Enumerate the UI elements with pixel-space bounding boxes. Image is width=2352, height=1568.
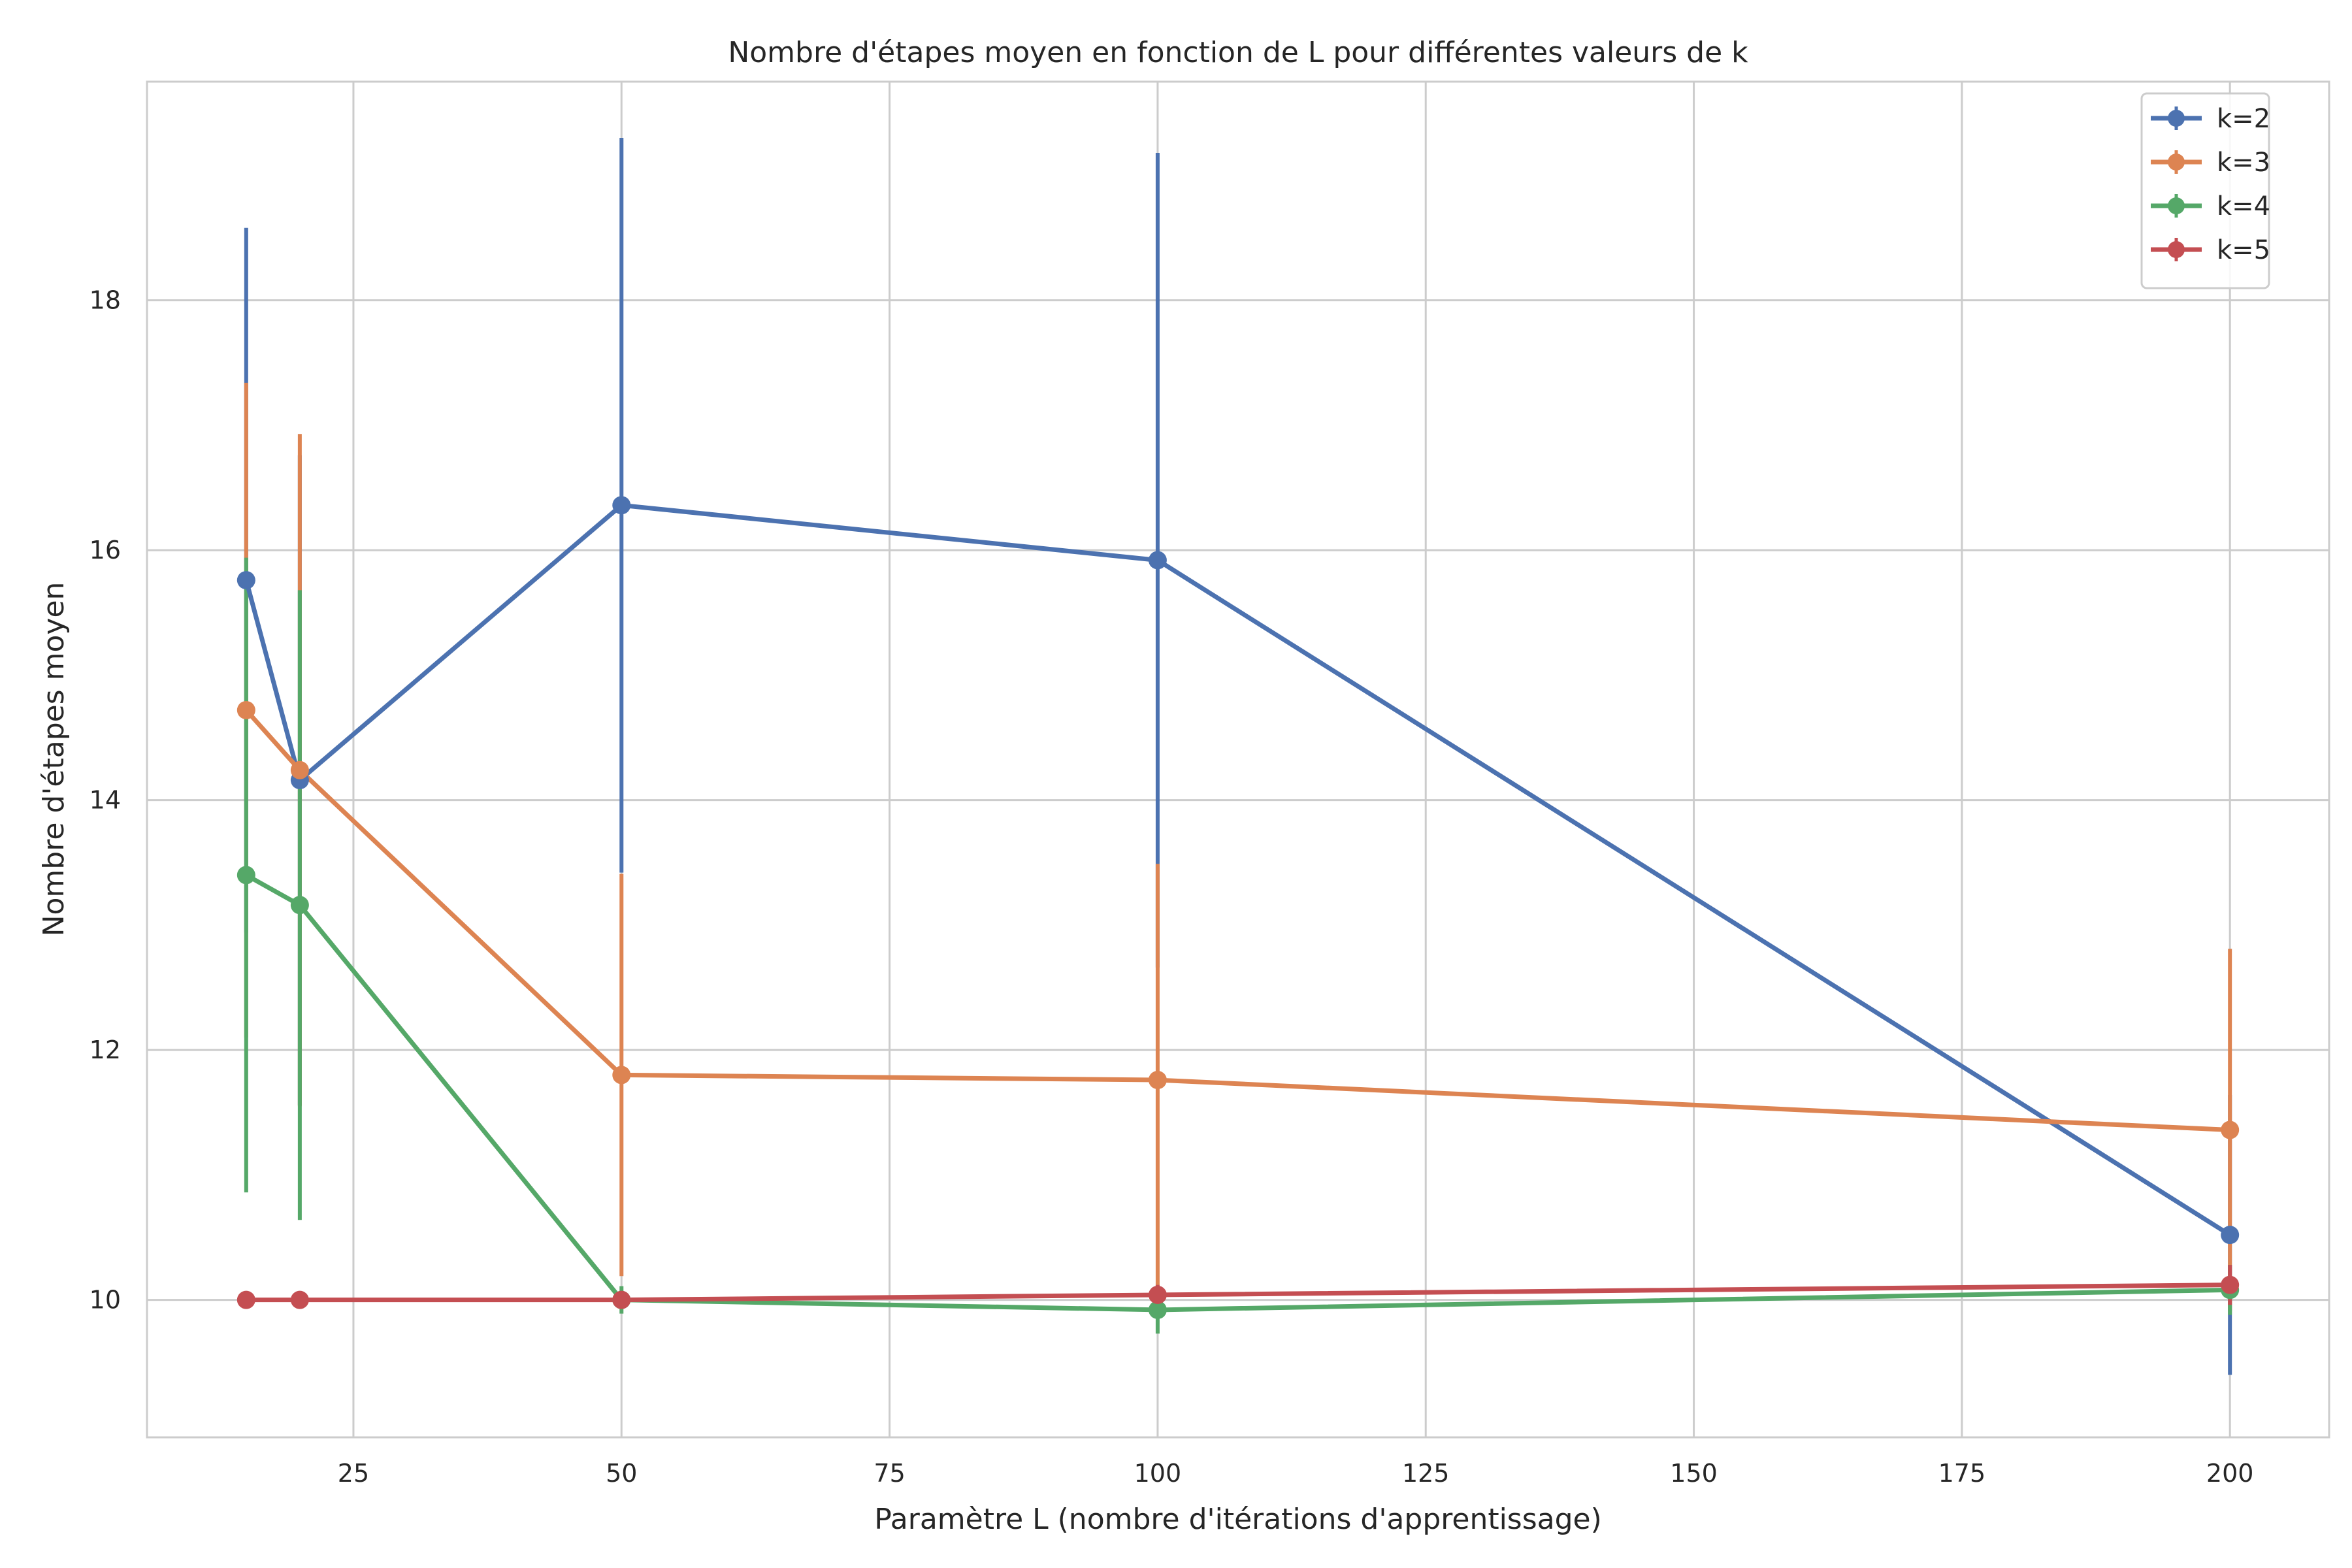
x-tick-label: 25 [338,1459,369,1488]
legend-marker-k=4 [2168,197,2185,214]
data-point-k=2 [2221,1226,2240,1245]
y-axis-label: Nombre d'étapes moyen [37,582,71,937]
data-point-k=3 [237,700,255,719]
x-tick-label: 125 [1402,1459,1450,1488]
data-point-k=5 [1148,1285,1167,1304]
y-tick-label: 12 [90,1036,121,1064]
legend-marker-k=2 [2168,110,2185,127]
legend-label-k=5: k=5 [2217,235,2270,265]
legend-label-k=4: k=4 [2217,191,2270,221]
data-point-k=5 [612,1290,631,1309]
x-tick-label: 100 [1134,1459,1182,1488]
x-tick-label: 150 [1670,1459,1718,1488]
data-point-k=5 [2221,1275,2240,1294]
x-tick-label: 50 [606,1459,637,1488]
x-axis-label: Paramètre L (nombre d'itérations d'appre… [874,1503,1602,1536]
data-point-k=4 [290,896,309,915]
data-point-k=3 [2221,1120,2240,1139]
plot-area [147,82,2329,1437]
y-tick-label: 14 [90,786,121,815]
legend-label-k=3: k=3 [2217,148,2270,178]
legend-marker-k=5 [2168,241,2185,258]
legend-marker-k=3 [2168,154,2185,171]
y-tick-label: 10 [90,1286,121,1315]
data-point-k=3 [290,760,309,779]
data-point-k=5 [237,1290,255,1309]
y-tick-label: 16 [90,536,121,564]
x-tick-label: 75 [874,1459,905,1488]
data-point-k=3 [612,1066,631,1085]
data-point-k=3 [1148,1071,1167,1090]
data-point-k=5 [290,1290,309,1309]
plot-frame [146,80,2330,1439]
legend-box [2140,92,2270,289]
data-point-k=4 [1148,1300,1167,1319]
chart-title: Nombre d'étapes moyen en fonction de L p… [728,36,1748,69]
y-tick-label: 18 [90,286,121,315]
x-tick-label: 175 [1938,1459,1986,1488]
x-tick-label: 200 [2206,1459,2254,1488]
x-tick-labels: 25 50 75 100 125 150 175 200 [338,1459,2254,1488]
data-point-k=4 [237,866,255,885]
data-point-k=2 [237,571,255,590]
data-point-k=2 [612,496,631,515]
y-tick-labels: 10 12 14 16 18 [90,286,121,1315]
series-markers [237,496,2240,1319]
legend-label-k=2: k=2 [2217,104,2270,134]
legend: k=2 k=3 k=4 k=5 [2140,92,2270,289]
data-point-k=2 [1148,551,1167,570]
